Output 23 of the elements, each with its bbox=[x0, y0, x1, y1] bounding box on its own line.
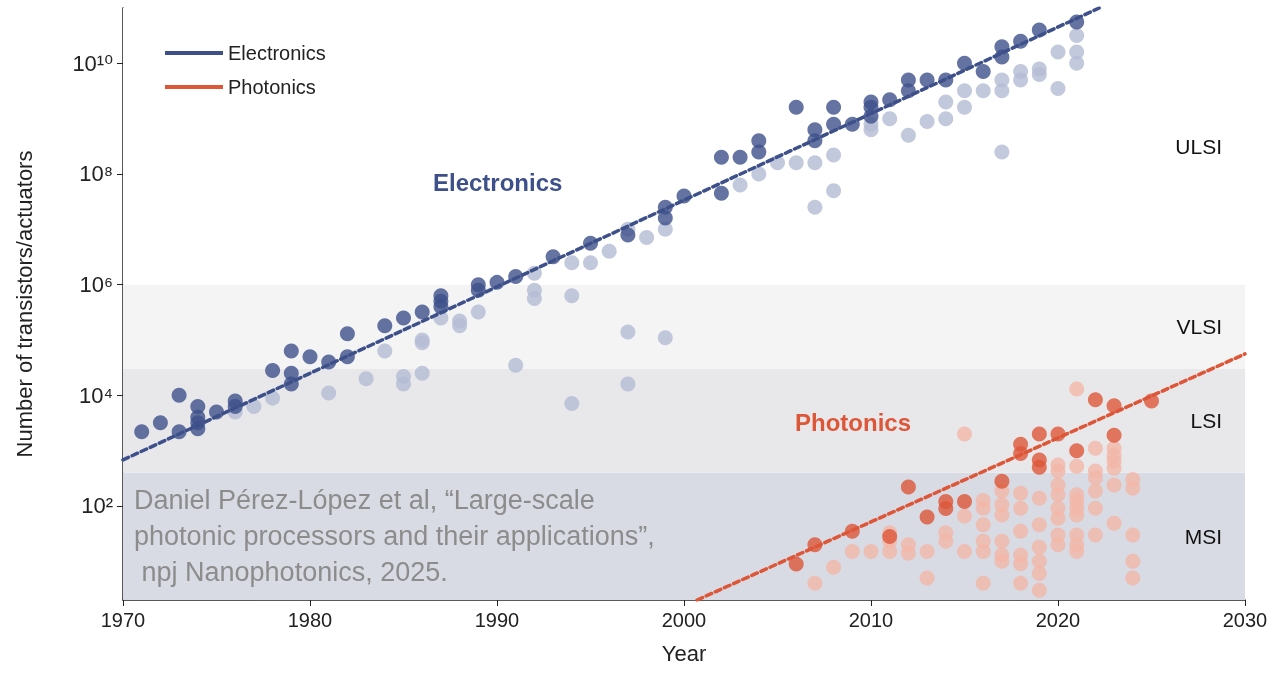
x-tick-label: 2000 bbox=[661, 609, 707, 631]
x-axis-title: Year bbox=[661, 640, 707, 666]
x-tick-label: 2010 bbox=[848, 609, 894, 631]
band-label: MSI bbox=[1184, 524, 1222, 548]
x-tick-label: 1990 bbox=[474, 609, 520, 631]
y-axis-title: Number of transistors/actuators bbox=[11, 150, 37, 458]
annotation: Electronics bbox=[433, 168, 563, 196]
legend-label: Photonics bbox=[228, 76, 316, 98]
x-tick-label: 1980 bbox=[287, 609, 333, 631]
y-tick-label: 10⁴ bbox=[79, 382, 113, 408]
x-tick-label: 2020 bbox=[1035, 609, 1081, 631]
y-tick-label: 10¹⁰ bbox=[72, 50, 114, 76]
y-tick-label: 10⁶ bbox=[79, 272, 113, 298]
legend-label: Electronics bbox=[228, 42, 326, 64]
annotation: Daniel Pérez-López et al, “Large-scale photonic processors and their applications”, npj Nanophotonics, 2025. bbox=[134, 485, 655, 587]
x-tick-label: 2030 bbox=[1222, 609, 1268, 631]
band-label: VLSI bbox=[1176, 315, 1222, 339]
band-label: LSI bbox=[1190, 409, 1222, 433]
y-tick-label: 10² bbox=[81, 493, 113, 519]
x-tick-label: 1970 bbox=[100, 609, 146, 631]
y-tick-label: 10⁸ bbox=[79, 161, 113, 187]
band-label: ULSI bbox=[1175, 134, 1222, 158]
annotation: Photonics bbox=[795, 408, 912, 436]
